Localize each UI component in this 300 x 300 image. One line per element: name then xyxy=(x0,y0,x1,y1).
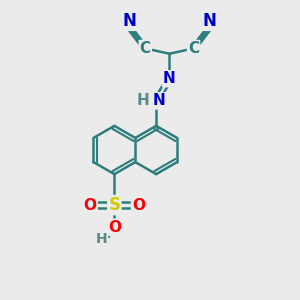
Text: O: O xyxy=(84,198,97,213)
Text: O: O xyxy=(108,220,121,235)
Text: C: C xyxy=(188,41,199,56)
Text: ·: · xyxy=(106,230,112,248)
Text: N: N xyxy=(122,12,136,30)
Text: N: N xyxy=(203,12,217,30)
Text: C: C xyxy=(140,41,151,56)
Text: H: H xyxy=(95,232,107,246)
Text: O: O xyxy=(132,198,145,213)
Text: H: H xyxy=(136,93,149,108)
Text: N: N xyxy=(163,71,176,86)
Text: S: S xyxy=(108,196,120,214)
Text: N: N xyxy=(153,93,166,108)
